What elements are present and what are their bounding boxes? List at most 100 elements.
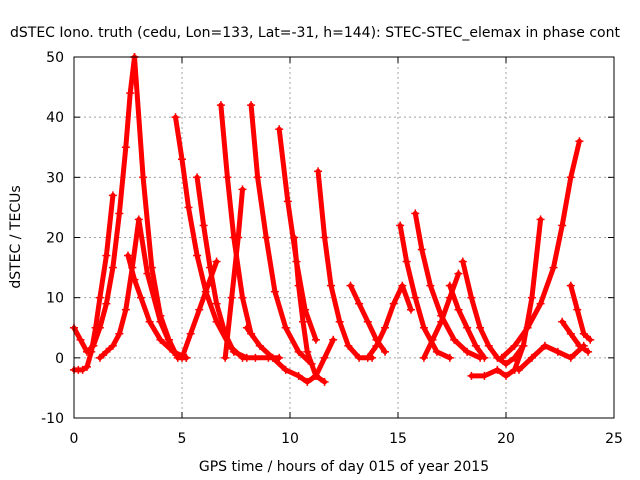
data-point [566,173,575,182]
y-tick-label: 50 [46,50,64,66]
data-point [242,323,251,332]
data-point [450,335,459,344]
data-point [234,233,243,242]
series-trace-3 [97,216,176,361]
data-point [458,257,467,266]
data-point [311,371,320,380]
data-point [419,323,428,332]
data-point [372,341,381,350]
data-point [247,101,256,110]
data-point [363,353,372,362]
data-point [536,215,545,224]
data-point [121,143,130,152]
data-point [76,335,85,344]
data-point [115,209,124,218]
data-point [143,269,152,278]
data-point [255,341,264,350]
data-point [346,281,355,290]
data-point [95,323,104,332]
data-point [327,281,336,290]
data-point [108,191,117,200]
data-point [268,353,277,362]
data-point [145,317,154,326]
data-point [320,377,329,386]
data-point [510,341,519,350]
data-point [558,221,567,230]
data-point [108,263,117,272]
data-point [216,101,225,110]
data-point [206,263,215,272]
data-point [527,353,536,362]
data-point [186,329,195,338]
series-trace-16 [365,283,414,361]
data-point [320,233,329,242]
data-point [221,353,230,362]
data-point [82,347,91,356]
x-tick-label: 15 [389,431,407,447]
data-point [229,347,238,356]
data-point [95,293,104,302]
data-point [298,317,307,326]
series-trace-13 [315,168,375,361]
data-point [398,281,407,290]
data-point [355,353,364,362]
data-point [136,293,145,302]
series-trace-21 [460,259,526,367]
data-point [238,185,247,194]
series-trace-22 [468,216,544,379]
data-point [169,347,178,356]
data-point [566,353,575,362]
data-point [411,209,420,218]
data-point [396,221,405,230]
data-point [108,341,117,350]
data-point [95,353,104,362]
data-point [238,293,247,302]
data-point [463,323,472,332]
data-point [579,329,588,338]
gridlines [74,57,614,418]
data-point [102,299,111,308]
data-point [406,305,415,314]
x-axis-label: GPS time / hours of day 015 of year 2015 [199,459,489,475]
series-trace-8 [218,102,254,337]
data-point [294,281,303,290]
data-point [134,215,143,224]
data-point [502,371,510,380]
data-point [193,173,202,182]
series-trace-24 [516,343,587,373]
data-point [527,293,536,302]
data-point [115,329,124,338]
data-point [519,341,528,350]
data-point [381,347,390,356]
data-point [212,299,221,308]
data-point [419,353,428,362]
data-point [78,365,87,374]
data-point [566,329,575,338]
x-tick-label: 5 [178,431,187,447]
data-point [428,335,437,344]
data-point [454,305,463,314]
data-point [381,323,390,332]
data-point [121,305,130,314]
data-point [242,353,251,362]
data-point [480,353,489,362]
series-trace-25 [559,319,591,355]
data-point [558,317,567,326]
data-point [493,365,502,374]
data-point [523,323,532,332]
data-point [573,305,582,314]
data-point [445,353,454,362]
data-point [203,281,212,290]
data-point [303,377,312,386]
data-point [355,299,364,308]
data-point [426,281,435,290]
series-trace-9 [222,186,245,361]
x-tick-label: 0 [70,431,79,447]
data-point [124,251,132,260]
data-point [102,347,111,356]
y-tick-label: 20 [46,231,64,247]
data-point [463,347,472,356]
data-point [314,167,323,176]
data-point [476,323,485,332]
data-point [193,251,202,260]
